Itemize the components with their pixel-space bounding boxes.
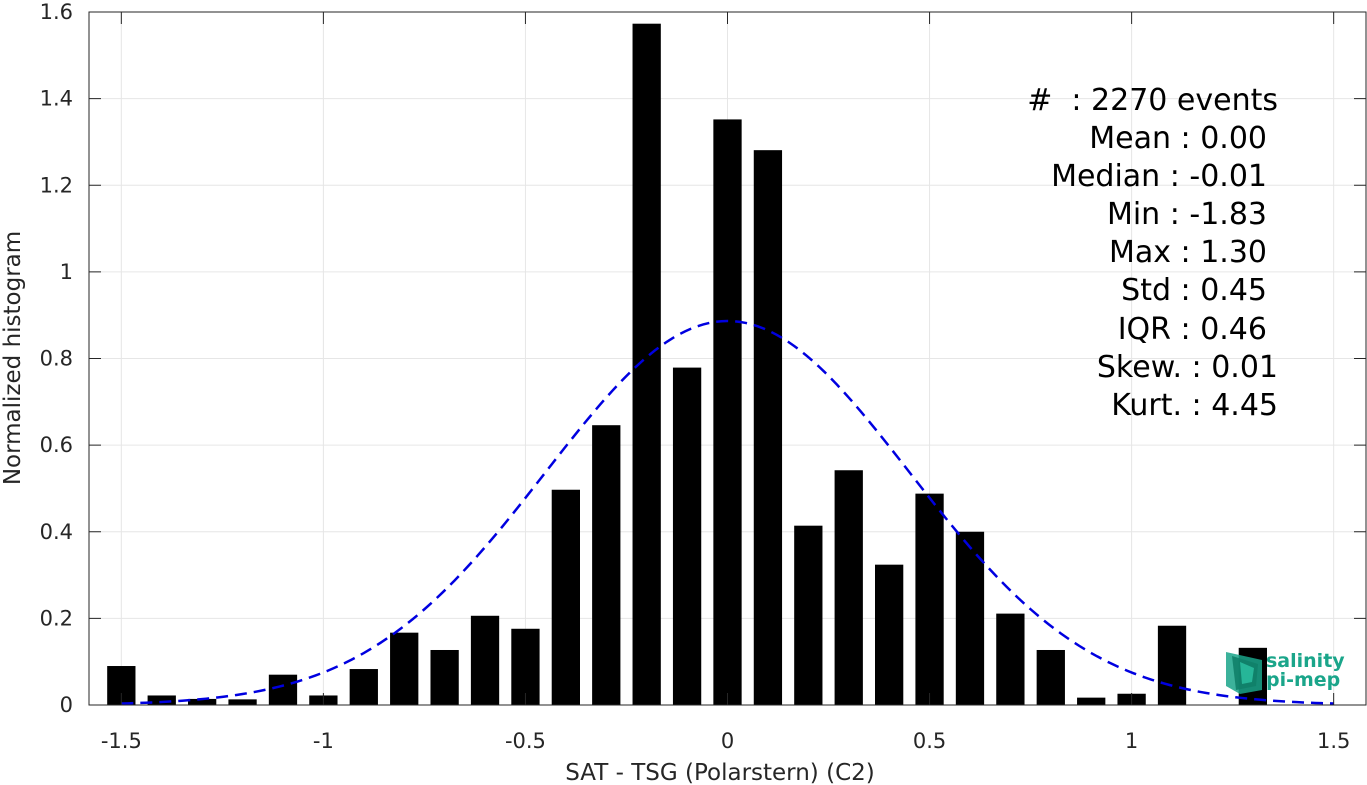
- axis-ticks: [89, 11, 1366, 706]
- y-tick-label: 1.6: [40, 0, 73, 24]
- x-tick-label: -1.5: [101, 729, 142, 753]
- y-tick-label: 0.2: [40, 606, 73, 630]
- histogram-bar: [188, 698, 217, 705]
- stat-mean: Mean : 0.00: [1089, 121, 1267, 156]
- histogram-bar: [996, 613, 1025, 705]
- histogram-bar: [511, 628, 540, 705]
- histogram-bar: [1036, 649, 1065, 705]
- logo-mark-icon: [1226, 652, 1262, 694]
- y-tick-label: 0: [60, 693, 73, 717]
- y-tick-label: 1: [60, 260, 73, 284]
- x-tick-label: -0.5: [505, 729, 546, 753]
- x-tick-labels: -1.5 -1 -0.5 0 0.5 1 1.5: [101, 729, 1351, 753]
- stat-events: # : 2270 events: [1027, 83, 1278, 118]
- statistics-annotation: # : 2270 events Mean : 0.00 Median : -0.…: [1027, 83, 1278, 423]
- y-axis-label: Normalized histogram: [0, 231, 26, 485]
- histogram-bar: [470, 615, 500, 705]
- y-tick-label: 1.4: [40, 87, 73, 111]
- x-tick-label: 0: [721, 729, 734, 753]
- x-tick-label: 1: [1125, 729, 1138, 753]
- histogram-bar: [955, 531, 985, 705]
- histogram-bar: [228, 699, 257, 705]
- histogram-bar: [794, 525, 823, 705]
- histogram-bar: [753, 150, 783, 705]
- gaussian-fit-line: [121, 319, 1334, 705]
- stat-median: Median : -0.01: [1051, 159, 1267, 194]
- x-tick-label: -1: [313, 729, 334, 753]
- histogram-bar: [672, 367, 702, 705]
- stat-min: Min : -1.83: [1107, 197, 1267, 232]
- histogram-bar: [551, 489, 580, 705]
- histogram-bar: [915, 493, 944, 705]
- y-tick-labels: 0 0.2 0.4 0.6 0.8 1 1.2 1.4 1.6: [40, 0, 73, 717]
- logo-line1: salinity: [1266, 650, 1345, 672]
- histogram-bar: [713, 119, 742, 706]
- x-axis-label: SAT - TSG (Polarstern) (C2): [565, 760, 874, 785]
- y-tick-label: 0.6: [40, 433, 73, 457]
- histogram-bar: [1077, 697, 1106, 705]
- histogram-bar: [1157, 625, 1187, 705]
- stat-skew: Skew. : 0.01: [1097, 350, 1278, 385]
- histogram-bar: [147, 695, 176, 705]
- histogram-bar: [390, 632, 419, 705]
- histogram-bar: [268, 674, 298, 705]
- x-tick-label: 1.5: [1317, 729, 1350, 753]
- x-tick-label: 0.5: [913, 729, 946, 753]
- histogram-bar: [834, 470, 863, 705]
- stat-max: Max : 1.30: [1109, 235, 1267, 270]
- y-tick-label: 1.2: [40, 173, 73, 197]
- stat-iqr: IQR : 0.46: [1118, 312, 1267, 347]
- histogram-bar: [430, 649, 459, 705]
- stat-std: Std : 0.45: [1121, 273, 1267, 308]
- y-tick-label: 0.4: [40, 520, 73, 544]
- logo-line2: pi-mep: [1266, 669, 1340, 691]
- salinity-pi-mep-logo: salinity pi-mep: [1226, 650, 1345, 694]
- histogram-bar: [592, 425, 621, 705]
- y-tick-label: 0.8: [40, 347, 73, 371]
- stat-kurt: Kurt. : 4.45: [1111, 388, 1278, 423]
- histogram-bar: [349, 669, 378, 705]
- histogram-bar: [875, 564, 904, 705]
- gaussian-fit: [121, 319, 1334, 705]
